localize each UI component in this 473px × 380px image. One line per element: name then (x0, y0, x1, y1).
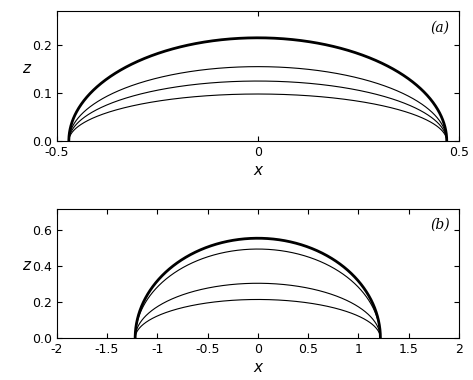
Text: (a): (a) (431, 21, 450, 35)
Y-axis label: z: z (22, 61, 30, 76)
Text: (b): (b) (431, 218, 450, 231)
Y-axis label: z: z (22, 258, 30, 273)
X-axis label: x: x (253, 163, 263, 178)
X-axis label: x: x (253, 360, 263, 375)
